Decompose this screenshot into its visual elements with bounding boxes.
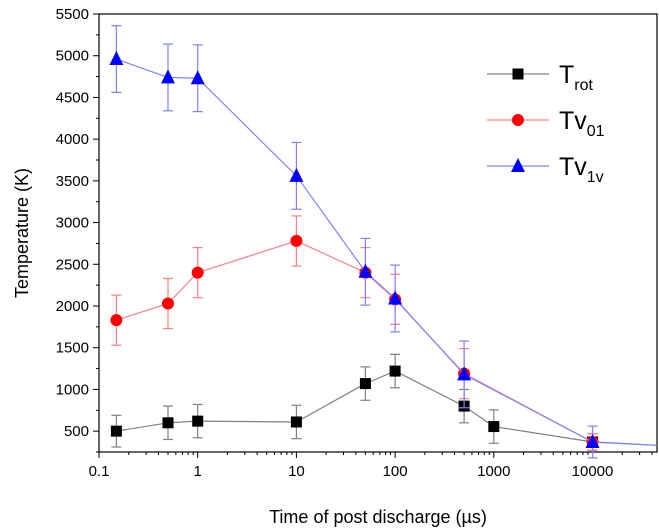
y-tick-label: 3000 xyxy=(56,215,89,232)
y-tick-label: 1500 xyxy=(56,340,89,357)
legend-label: Tv1v xyxy=(559,153,604,186)
y-tick-label: 5000 xyxy=(56,48,89,65)
circle-marker xyxy=(290,234,303,247)
legend-item-3: Tv1v xyxy=(487,153,604,186)
circle-marker xyxy=(161,297,174,310)
y-tick-label: 500 xyxy=(64,423,89,440)
square-marker xyxy=(389,365,401,377)
x-tick-label: 1 xyxy=(194,463,202,480)
y-axis-title: Temperature (K) xyxy=(12,168,32,298)
triangle-marker xyxy=(585,433,600,448)
legend-label-main: T xyxy=(559,61,574,89)
triangle-marker xyxy=(160,69,175,84)
triangle-marker xyxy=(289,167,304,182)
legend-label-subscript: 01 xyxy=(587,123,605,140)
legend-circle-marker xyxy=(512,114,524,126)
y-tick-label: 4500 xyxy=(56,89,89,106)
x-tick-label: 100 xyxy=(383,463,408,480)
y-tick-label: 2000 xyxy=(56,298,89,315)
x-tick-label: 1000 xyxy=(477,463,510,480)
y-axis: 500 1000 1500 2000 2500 3000 3500 4000 4500 5000 5… xyxy=(56,6,99,453)
series-line xyxy=(116,240,593,443)
triangle-marker xyxy=(457,366,472,381)
y-tick-label: 5500 xyxy=(56,6,89,23)
y-tick-label: 1000 xyxy=(56,381,89,398)
x-axis-title: Time of post discharge (µs) xyxy=(269,507,487,527)
x-tick-label: 10000 xyxy=(572,463,614,480)
x-tick-label: 0.1 xyxy=(89,463,110,480)
legend-label-main: Tv xyxy=(559,153,587,181)
y-tick-label: 2500 xyxy=(56,256,89,273)
x-tick-label: 10 xyxy=(288,463,305,480)
legend-label: Tv01 xyxy=(559,107,605,140)
square-marker xyxy=(110,425,122,437)
legend-label: Trot xyxy=(559,61,594,94)
legend-label-subscript: rot xyxy=(574,77,593,94)
triangle-marker xyxy=(388,290,403,305)
legend-item-2: Tv01 xyxy=(487,107,605,140)
legend-label-subscript: 1v xyxy=(587,169,604,186)
square-marker xyxy=(162,417,174,429)
plot-frame xyxy=(98,13,658,453)
circle-marker xyxy=(110,314,123,327)
plot-area xyxy=(98,13,658,453)
series-3 xyxy=(109,25,658,459)
triangle-marker xyxy=(109,51,124,66)
legend-item-1: Trot xyxy=(487,61,594,94)
series-line xyxy=(116,370,658,446)
series-2 xyxy=(110,215,599,451)
x-axis: 0.1 1 10 100 1000 10000 xyxy=(89,452,653,480)
circle-marker xyxy=(191,266,204,279)
square-marker xyxy=(290,416,302,428)
y-tick-label: 3500 xyxy=(56,173,89,190)
triangle-marker xyxy=(358,263,373,278)
series-layer xyxy=(109,25,658,459)
square-marker xyxy=(192,415,204,427)
legend-label-main: Tv xyxy=(559,107,587,135)
legend-square-marker xyxy=(512,68,524,80)
y-tick-label: 4000 xyxy=(56,131,89,148)
legend-triangle-marker xyxy=(511,158,525,172)
series-1 xyxy=(110,353,658,451)
square-marker xyxy=(488,421,500,433)
square-marker xyxy=(359,378,371,390)
triangle-marker xyxy=(190,70,205,85)
